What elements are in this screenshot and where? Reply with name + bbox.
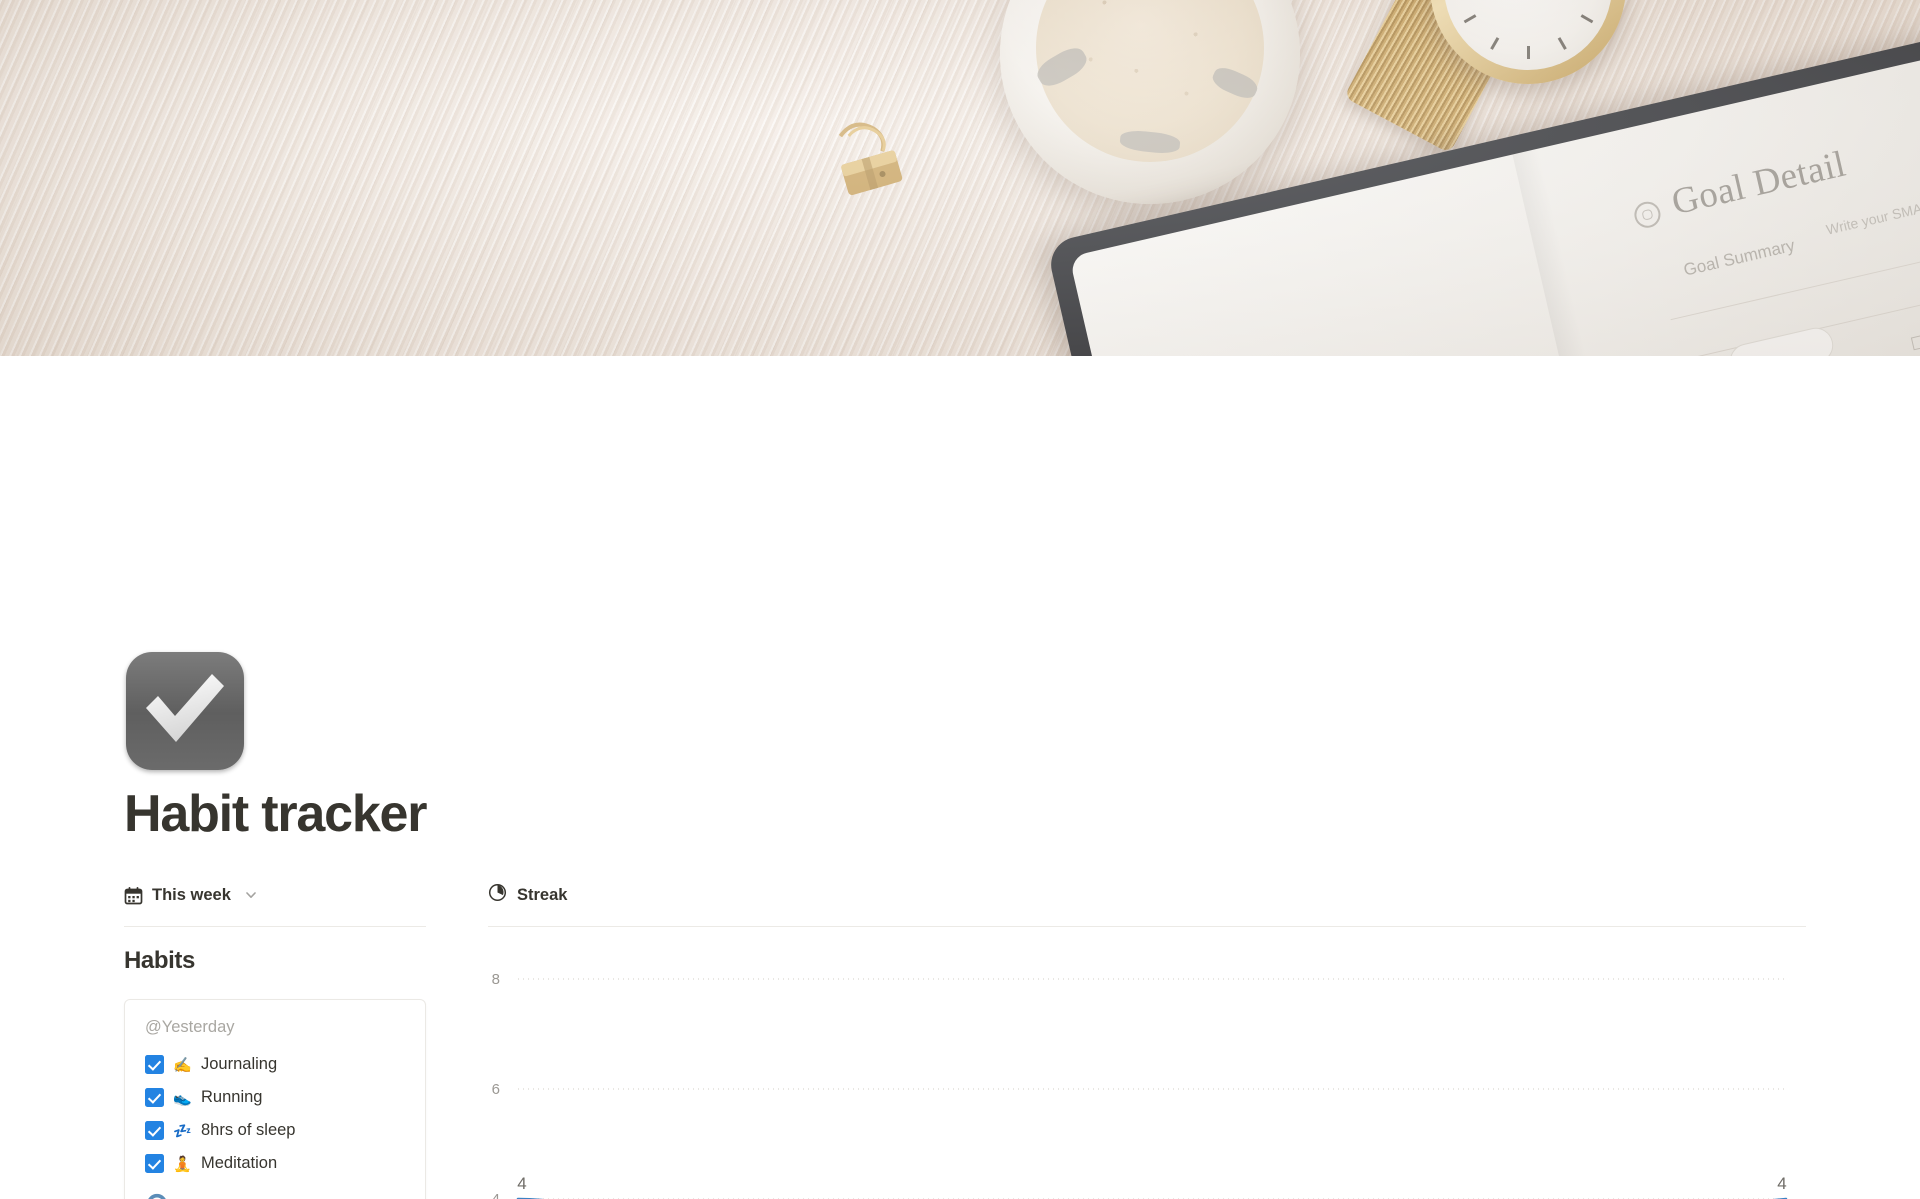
sleep-zzz-emoji: 💤 [173,1121,192,1140]
y-tick-8: 8 [492,971,500,988]
streak-area-chart[interactable]: 8 6 4 2 0 4 2 3 4 August 9, 2024 August … [488,949,1806,1199]
habit-label: Journaling [201,1055,278,1073]
streak-panel-label: Streak [517,885,568,904]
habit-label: Meditation [201,1154,278,1172]
section-divider [124,926,426,927]
panel-divider [488,926,1806,927]
habit-label: 8hrs of sleep [201,1121,296,1139]
y-tick-6: 6 [492,1081,500,1098]
habit-label: Running [201,1088,263,1106]
habit-checkbox-meditation[interactable] [145,1154,164,1173]
point-label-3: 4 [1777,1174,1786,1193]
page-icon-checkmark[interactable] [126,652,244,770]
habit-row[interactable]: 💤 8hrs of sleep [145,1114,405,1147]
chevron-down-icon[interactable] [244,888,258,902]
habit-card-yesterday[interactable]: @Yesterday ✍️ Journaling 👟 Running 💤 8hr… [124,999,426,1199]
streak-chart-svg: 8 6 4 2 0 4 2 3 4 August 9, 2024 August … [492,971,1788,1199]
page-title: Habit tracker [124,785,428,843]
progress-ring-icon [148,1193,166,1199]
habit-row[interactable]: 👟 Running [145,1081,405,1114]
pen-object [1686,314,1844,356]
date-range-label: This week [152,885,231,904]
habit-checkbox-running[interactable] [145,1088,164,1107]
habits-heading: Habits [124,947,195,974]
calendar-icon [124,886,143,905]
habit-row[interactable]: ✍️ Journaling [145,1048,405,1081]
habit-checkbox-sleep[interactable] [145,1121,164,1140]
habit-row[interactable]: 🧘 Meditation [145,1147,405,1180]
habit-card-title: @Yesterday [145,1018,235,1036]
running-shoe-emoji: 👟 [173,1088,192,1107]
habit-progress-ring-wrap [145,1189,405,1199]
date-range-filter[interactable]: This week [124,878,426,912]
binder-clip-object [807,101,926,220]
page-cover-image: Goal Detail Goal Summary Write your SMAR… [0,0,1920,356]
point-label-0: 4 [517,1174,526,1193]
streak-panel-header[interactable]: Streak [488,878,1806,912]
habit-checkbox-journaling[interactable] [145,1055,164,1074]
checkmark-icon [146,674,224,742]
writing-hand-emoji: ✍️ [173,1055,192,1074]
streak-chart-panel: Streak 8 6 [488,878,1806,1199]
y-tick-4: 4 [492,1191,500,1199]
habits-column: This week Habits @Yesterday ✍️ Journalin… [124,878,426,1199]
pie-chart-icon [488,883,507,907]
meditation-emoji: 🧘 [173,1154,192,1173]
cover-vignette [0,0,1920,356]
